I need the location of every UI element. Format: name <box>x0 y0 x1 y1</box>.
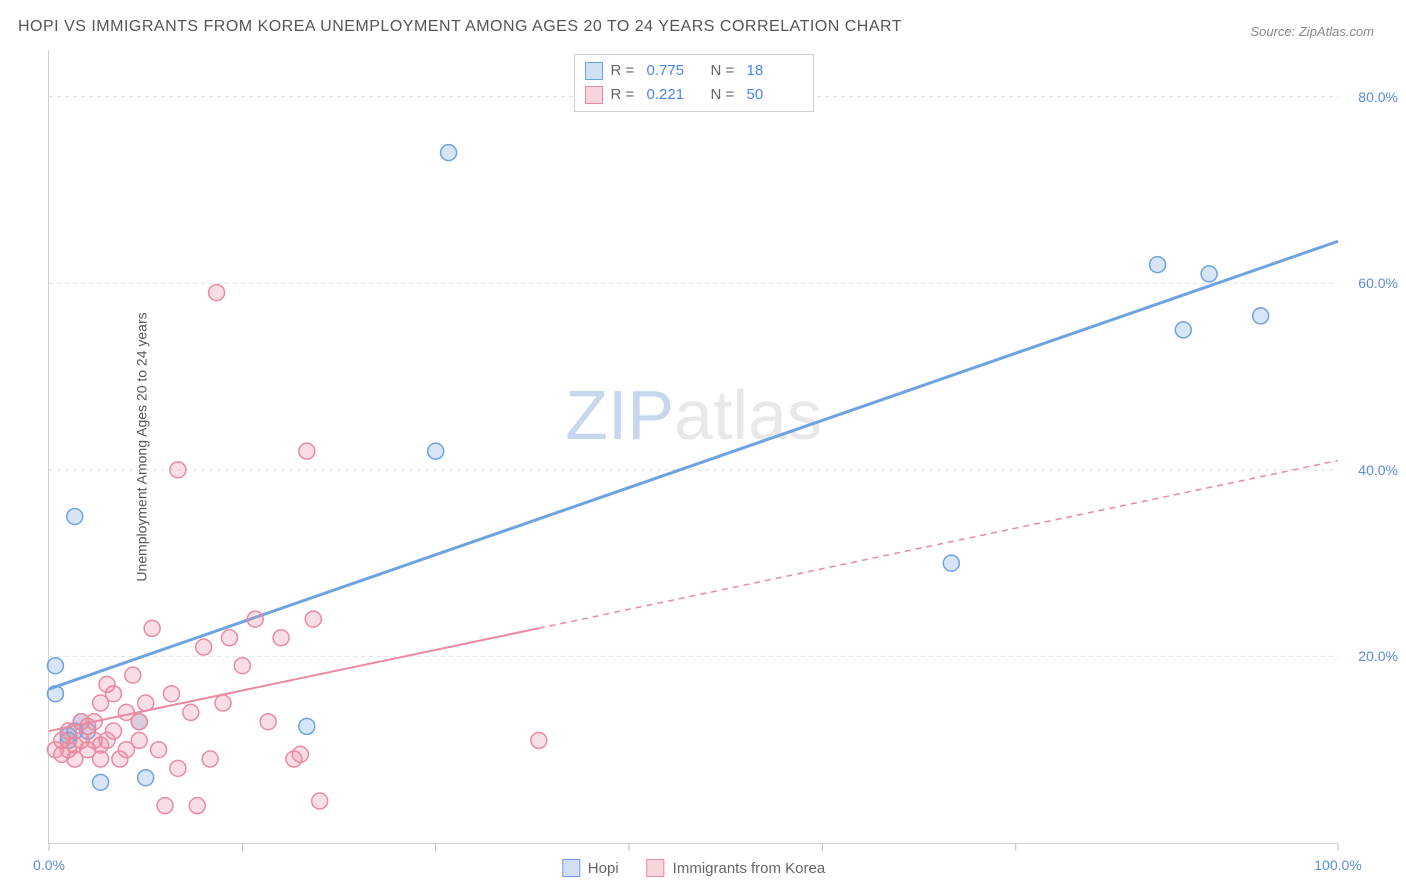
y-tick-label: 40.0% <box>1358 462 1398 478</box>
legend-correlation-row: R = 0.775 N = 18 <box>585 59 803 83</box>
y-tick-label: 20.0% <box>1358 648 1398 664</box>
legend-series-item: Immigrants from Korea <box>647 859 826 877</box>
scatter-plot <box>49 50 1338 843</box>
y-tick-label: 80.0% <box>1358 89 1398 105</box>
legend-correlation: R = 0.775 N = 18 R = 0.221 N = 50 <box>574 54 814 112</box>
legend-series: Hopi Immigrants from Korea <box>562 859 825 877</box>
y-tick-label: 60.0% <box>1358 275 1398 291</box>
x-tick-label: 100.0% <box>1314 857 1361 873</box>
legend-correlation-row: R = 0.221 N = 50 <box>585 83 803 107</box>
source-label: Source: ZipAtlas.com <box>1250 24 1374 39</box>
chart-area: Unemployment Among Ages 20 to 24 years Z… <box>48 50 1338 844</box>
legend-series-item: Hopi <box>562 859 619 877</box>
r-label: R = <box>611 83 639 107</box>
legend-series-label: Immigrants from Korea <box>673 860 826 877</box>
legend-swatch <box>562 859 580 877</box>
n-label: N = <box>711 83 739 107</box>
legend-swatch <box>585 62 603 80</box>
r-value: 0.221 <box>647 83 703 107</box>
legend-swatch <box>647 859 665 877</box>
chart-title: HOPI VS IMMIGRANTS FROM KOREA UNEMPLOYME… <box>18 18 902 36</box>
legend-swatch <box>585 86 603 104</box>
n-value: 18 <box>747 59 803 83</box>
n-label: N = <box>711 59 739 83</box>
r-value: 0.775 <box>647 59 703 83</box>
n-value: 50 <box>747 83 803 107</box>
x-tick-label: 0.0% <box>33 857 65 873</box>
legend-series-label: Hopi <box>588 860 619 877</box>
r-label: R = <box>611 59 639 83</box>
